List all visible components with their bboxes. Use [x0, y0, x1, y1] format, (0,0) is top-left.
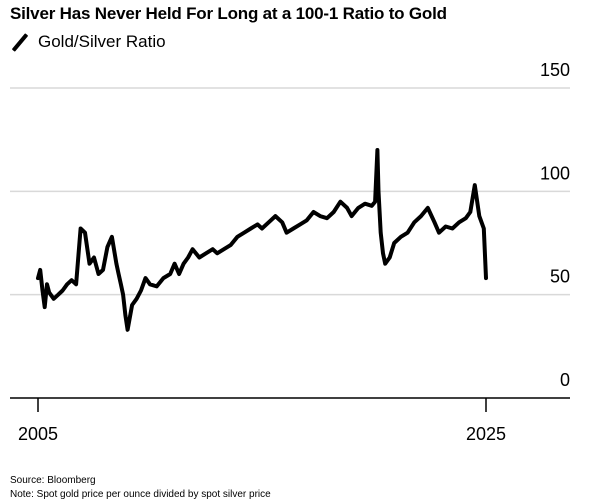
y-tick-label-50: 50: [550, 267, 570, 287]
x-tick-label-2025: 2025: [466, 424, 506, 444]
chart-plot: 0 50 100 150 2005 2025: [10, 60, 570, 444]
y-tick-label-150: 150: [540, 60, 570, 80]
chart-title: Silver Has Never Held For Long at a 100-…: [10, 4, 447, 23]
source-note: Source: Bloomberg: [10, 475, 96, 486]
y-tick-label-0: 0: [560, 370, 570, 390]
x-tick-label-2005: 2005: [18, 424, 58, 444]
legend: Gold/Silver Ratio: [10, 32, 166, 52]
legend-label: Gold/Silver Ratio: [38, 32, 166, 51]
footnote: Note: Spot gold price per ounce divided …: [10, 489, 271, 500]
y-tick-label-100: 100: [540, 163, 570, 183]
series-line-0: [36, 148, 488, 332]
